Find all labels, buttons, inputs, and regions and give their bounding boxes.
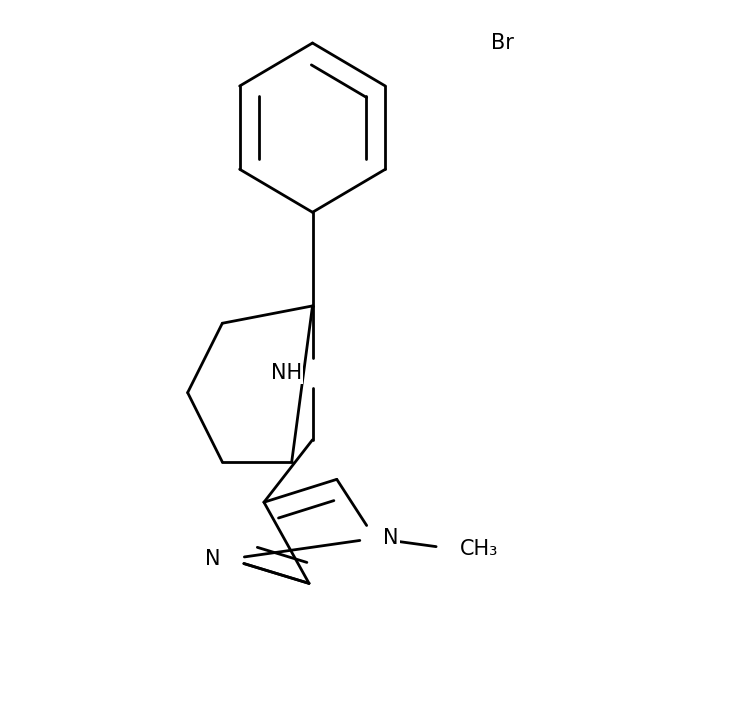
Text: CH₃: CH₃: [459, 538, 498, 559]
Text: Br: Br: [492, 33, 514, 53]
Text: N: N: [205, 549, 221, 569]
Text: N: N: [383, 529, 399, 548]
Text: NH: NH: [271, 363, 302, 383]
